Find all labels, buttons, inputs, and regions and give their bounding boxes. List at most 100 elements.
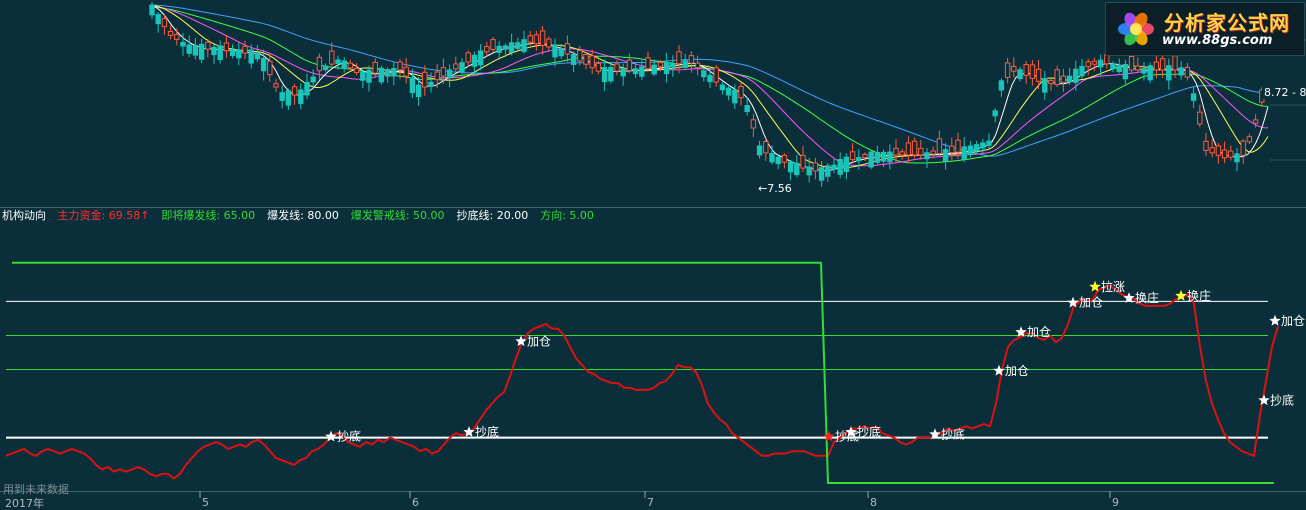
logo-center — [1130, 23, 1142, 35]
candlestick — [998, 80, 1005, 91]
candlestick — [539, 30, 546, 46]
candlestick — [725, 87, 732, 96]
logo-url: www.88gs.com — [1162, 33, 1273, 48]
candlestick — [1023, 64, 1029, 76]
candlestick — [422, 71, 428, 88]
candlestick — [446, 69, 453, 78]
candlestick — [756, 145, 763, 156]
candlestick — [217, 45, 223, 61]
candlestick — [924, 152, 930, 160]
candlestick — [316, 56, 323, 72]
candlestick — [980, 142, 986, 149]
month-label-3: 8 — [870, 496, 877, 509]
candlestick — [229, 49, 236, 57]
series-line-1 — [12, 261, 1274, 484]
price-panel[interactable]: ←7.56 8.72 - 8. — [0, 0, 1306, 208]
candlestick — [1147, 65, 1153, 81]
candlestick — [1234, 153, 1240, 163]
candlestick — [961, 146, 967, 160]
candlestick — [601, 67, 608, 83]
candlestick — [874, 151, 881, 163]
candlestick — [1029, 64, 1036, 79]
candlestick — [1073, 68, 1079, 83]
candlestick — [955, 139, 961, 153]
signal-star-icon — [823, 430, 835, 442]
candlestick — [174, 34, 180, 40]
candlestick — [614, 63, 620, 72]
signal-star-icon — [463, 426, 475, 437]
candlestick — [1228, 150, 1234, 158]
candlestick — [260, 58, 267, 72]
candlestick — [409, 77, 416, 94]
candlestick — [1122, 63, 1129, 80]
candlestick — [967, 145, 974, 155]
candlestick — [285, 90, 292, 106]
signal-label-4: 抄底 — [857, 424, 881, 439]
candlestick — [198, 43, 205, 60]
candlestick — [905, 142, 912, 156]
candlestick — [1190, 93, 1197, 101]
candlestick — [1066, 75, 1073, 83]
candlestick — [1079, 65, 1085, 77]
candlestick — [527, 35, 533, 43]
candlestick — [812, 162, 819, 172]
candlestick — [223, 42, 230, 52]
candlestick — [484, 46, 490, 53]
candlestick — [1166, 65, 1172, 81]
signal-star-icon — [1123, 292, 1135, 303]
ma20-line — [151, 5, 1269, 167]
candlestick — [167, 30, 174, 36]
candlestick — [434, 71, 440, 81]
candlestick — [329, 50, 335, 65]
candlestick — [546, 38, 552, 48]
series-line-0 — [5, 284, 1279, 480]
indicator-value-1: 即将爆发线: 65.00 — [161, 209, 256, 222]
candlestick — [949, 145, 955, 154]
candlestick — [1221, 149, 1228, 159]
candlestick — [843, 156, 850, 173]
signal-star-icon — [325, 430, 337, 442]
signal-star-icon — [993, 364, 1005, 376]
candlestick — [1060, 75, 1067, 83]
candlestick — [806, 166, 812, 176]
candlestick — [186, 44, 192, 54]
candlestick — [273, 83, 279, 88]
candlestick — [639, 66, 645, 77]
candlestick — [936, 138, 943, 155]
candlestick — [818, 167, 825, 181]
candlestick — [1091, 60, 1098, 65]
candlestick — [521, 39, 527, 52]
candlestick — [595, 63, 602, 72]
signal-label-8: 加仓 — [1079, 296, 1103, 310]
candlestick — [1153, 61, 1160, 71]
candlestick — [205, 41, 211, 50]
candlestick — [1035, 68, 1042, 82]
candlestick — [918, 147, 924, 156]
signal-star-icon — [1015, 326, 1027, 337]
candlestick — [1048, 80, 1054, 85]
candlestick — [1097, 59, 1104, 68]
candlestick — [428, 81, 434, 87]
candlestick — [1209, 147, 1215, 154]
candlestick — [738, 86, 744, 99]
candlestick — [310, 76, 316, 83]
ma60-line — [151, 4, 1268, 157]
candlestick — [508, 42, 515, 53]
price-right-label: 8.72 - 8. — [1264, 86, 1306, 99]
signal-label-2: 加仓 — [527, 334, 551, 348]
candlestick — [459, 62, 465, 73]
candlestick — [415, 84, 422, 98]
candlestick — [682, 60, 688, 68]
signal-label-12: 抄底 — [1270, 392, 1294, 407]
candlestick — [663, 61, 670, 74]
candlestick — [1159, 58, 1166, 71]
candlestick — [862, 153, 868, 158]
month-label-0: 5 — [202, 496, 209, 509]
candlestick — [781, 154, 788, 163]
candlestick — [149, 4, 155, 16]
candlestick — [1246, 136, 1253, 143]
candlestick — [787, 161, 794, 173]
signal-label-1: 抄底 — [475, 424, 499, 439]
signal-star-icon — [1089, 280, 1101, 292]
